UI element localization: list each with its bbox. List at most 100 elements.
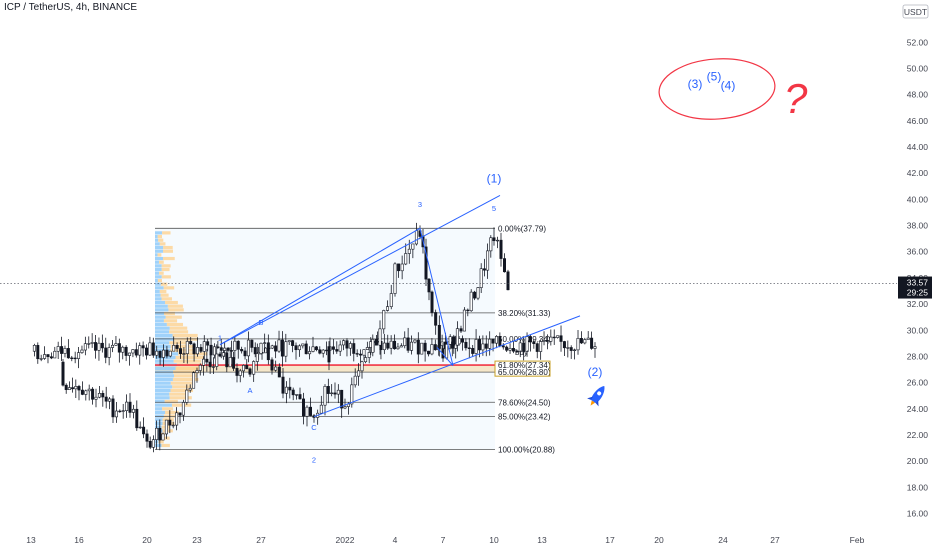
candle-body: [318, 349, 322, 354]
candle-body: [270, 345, 274, 349]
volume-profile-bar-sell: [165, 300, 178, 305]
candle-body: [77, 386, 81, 391]
candle-countdown: 29:25: [907, 288, 929, 298]
candle-body: [252, 361, 256, 375]
candle-body: [314, 346, 318, 351]
candle-body: [195, 370, 199, 374]
wave-label: (2): [588, 365, 603, 379]
candle-body: [305, 406, 309, 417]
candle-body: [104, 347, 108, 358]
candle-body: [73, 357, 77, 360]
candle-body: [396, 346, 400, 350]
candle-body: [430, 291, 434, 313]
volume-profile-bar-sell: [169, 396, 192, 400]
volume-profile-bar-buy: [155, 249, 164, 253]
x-axis-tick-label: 10: [489, 535, 499, 545]
candle-body: [508, 348, 512, 351]
rocket-icon: [587, 385, 605, 407]
candle-body: [138, 345, 142, 356]
volume-profile-bar-buy: [155, 260, 159, 264]
candle-body: [97, 393, 101, 398]
volume-profile-bar-buy: [155, 344, 171, 349]
volume-profile-bar-sell: [159, 271, 164, 275]
candle-body: [56, 346, 60, 352]
candle-body: [473, 291, 477, 299]
candle-body: [374, 339, 378, 346]
candle-body: [400, 263, 404, 272]
candle-body: [477, 339, 481, 351]
volume-profile-bar-buy: [155, 341, 170, 345]
candle-body: [335, 349, 339, 352]
candle-body: [389, 293, 393, 307]
candle-body: [330, 392, 334, 395]
volume-profile-bar-buy: [155, 267, 162, 272]
volume-profile-bar-buy: [155, 421, 163, 426]
candle-body: [164, 419, 168, 435]
candle-body: [360, 361, 364, 372]
volume-profile-bar-sell: [165, 410, 179, 415]
lower-channel-line: [313, 315, 581, 418]
volume-profile-bar-buy: [155, 278, 158, 283]
candle-body: [233, 340, 237, 351]
golden-pocket-zone: [155, 365, 495, 373]
volume-profile-bar-buy: [155, 403, 172, 407]
candle-body: [277, 366, 281, 378]
candle-body: [32, 345, 36, 352]
candle-body: [481, 343, 485, 351]
candle-body: [288, 386, 292, 391]
candle-body: [208, 361, 212, 368]
candle-body: [364, 357, 368, 363]
candle-body: [107, 347, 111, 358]
volume-profile-bar-buy: [155, 275, 162, 279]
volume-profile-bar-sell: [158, 260, 164, 264]
volume-profile-bar-sell: [157, 278, 162, 283]
upper-channel-line: [219, 195, 501, 346]
candle-body: [221, 352, 225, 357]
y-axis-tick-label: 18.00: [907, 482, 929, 492]
volume-profile-bar-buy: [155, 311, 165, 316]
candle-body: [172, 345, 176, 352]
wave-label: 5: [492, 204, 496, 213]
candle-body: [236, 340, 240, 350]
candle-body: [246, 339, 250, 357]
candle-body: [515, 350, 519, 353]
candle-body: [386, 342, 390, 349]
candle-body: [281, 376, 285, 394]
x-axis-tick-label: 13: [26, 535, 36, 545]
candle-body: [382, 342, 386, 351]
candle-body: [206, 341, 210, 346]
candle-body: [100, 342, 104, 349]
candle-body: [49, 356, 53, 359]
candle-body: [155, 350, 159, 356]
candle-body: [228, 357, 232, 368]
candle-body: [71, 387, 75, 390]
candle-body: [327, 346, 331, 363]
volume-profile-bar-sell: [166, 322, 184, 327]
candle-body: [219, 347, 223, 351]
candle-body: [393, 263, 397, 294]
candle-body: [182, 353, 186, 355]
candle-body: [420, 342, 424, 355]
candle-body: [291, 340, 295, 346]
candle-body: [240, 349, 244, 352]
candle-body: [367, 352, 371, 358]
volume-profile-bar-buy: [155, 293, 161, 297]
volume-profile-bar-sell: [175, 355, 205, 360]
y-axis-tick-label: 32.00: [907, 299, 929, 309]
candle-body: [155, 427, 159, 440]
candle-body: [189, 341, 193, 345]
candle-body: [148, 342, 152, 356]
candle-body: [39, 358, 43, 360]
candle-body: [263, 347, 267, 354]
candle-body: [135, 408, 139, 429]
volume-profile-bar-buy: [155, 425, 162, 429]
candle-body: [94, 342, 98, 351]
wave-label: (1): [487, 171, 502, 185]
candle-body: [539, 341, 543, 352]
candle-body: [195, 347, 199, 355]
candle-body: [60, 346, 64, 354]
volume-profile-bar-buy: [155, 436, 162, 440]
candle-body: [209, 344, 213, 356]
candle-body: [342, 340, 346, 346]
